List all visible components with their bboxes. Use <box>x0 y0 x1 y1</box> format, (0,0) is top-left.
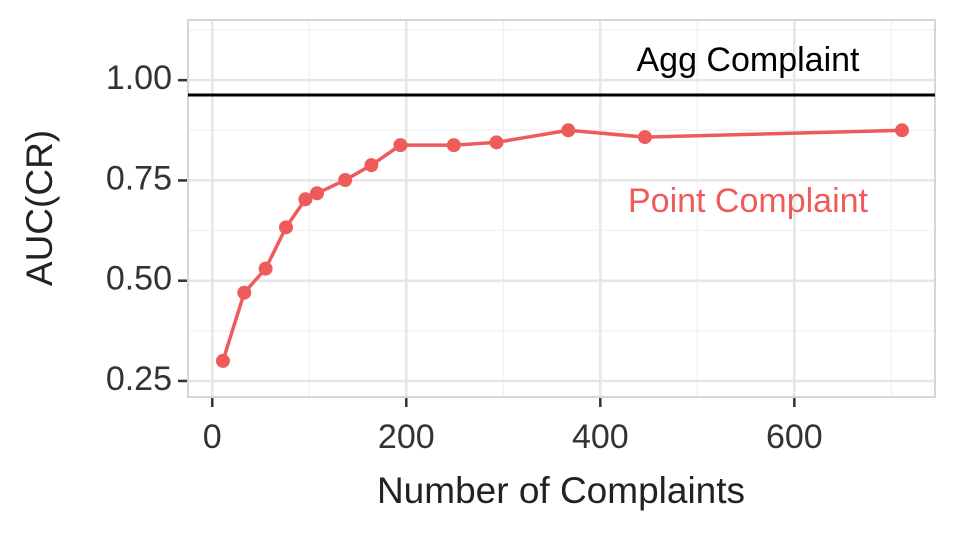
point <box>215 353 230 368</box>
series-label: Point Complaint <box>628 182 869 220</box>
x-tick-label: 200 <box>378 418 435 456</box>
x-axis-title: Number of Complaints <box>377 470 745 511</box>
x-tick-label: 0 <box>203 418 222 456</box>
point <box>393 138 408 153</box>
x-tick-label: 600 <box>766 418 823 456</box>
point <box>637 130 652 145</box>
point <box>446 138 461 153</box>
point <box>338 173 353 188</box>
point <box>489 135 504 150</box>
y-tick-label: 0.25 <box>106 360 172 398</box>
point <box>364 158 379 173</box>
y-tick-label: 0.75 <box>106 159 172 197</box>
plot-panel <box>188 20 935 397</box>
plot-border <box>187 19 936 398</box>
y-tick-label: 0.50 <box>106 260 172 298</box>
point <box>298 192 313 207</box>
point <box>895 123 910 138</box>
point <box>278 220 293 235</box>
point <box>258 261 273 276</box>
y-tick-label: 1.00 <box>106 59 172 97</box>
series-line <box>221 128 903 362</box>
reference-label: Agg Complaint <box>636 41 860 79</box>
y-axis-title: AUC(CR) <box>19 130 60 286</box>
point <box>561 123 576 138</box>
x-tick-label: 400 <box>572 418 629 456</box>
point <box>237 285 252 300</box>
point <box>310 186 325 201</box>
